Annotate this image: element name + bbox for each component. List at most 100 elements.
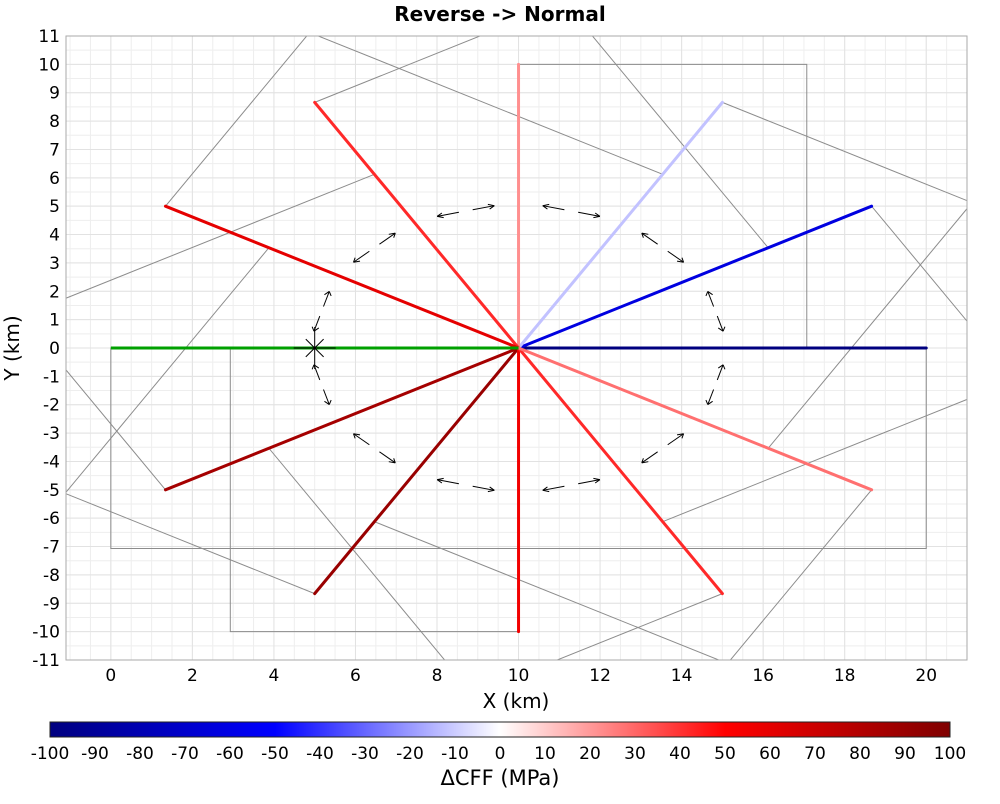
- slip-arrow-head: [594, 479, 601, 484]
- slip-arrow-head: [641, 232, 649, 235]
- colorbar-tick-label: -90: [81, 744, 109, 764]
- slip-arrow-head: [722, 326, 726, 332]
- fault-plane-outline: [517, 101, 967, 449]
- y-tick-label: -8: [43, 566, 60, 586]
- receiver-fault-trace: [163, 204, 521, 350]
- slip-arrow-head: [722, 364, 726, 370]
- receiver-fault-trace: [517, 346, 724, 596]
- slip-arrow: [353, 250, 370, 263]
- slip-arrow: [472, 485, 495, 491]
- y-tick-label: -1: [43, 367, 60, 387]
- x-axis-label: X (km): [483, 689, 550, 713]
- slip-arrow-head: [311, 326, 315, 332]
- slip-arrow-head: [594, 212, 601, 217]
- slip-arrow-head: [542, 205, 548, 210]
- fault-plane-outline: [313, 36, 769, 349]
- y-axis-label: Y (km): [0, 315, 24, 381]
- slip-arrows: [311, 203, 726, 493]
- colorbar-tick-label: -20: [396, 744, 424, 764]
- x-tick-label: 16: [752, 666, 774, 686]
- slip-arrow-head: [489, 486, 495, 491]
- slip-arrow: [707, 389, 715, 405]
- slip-arrow-head: [388, 461, 396, 464]
- colorbar-tick-label: 100: [934, 744, 966, 764]
- y-tick-label: 8: [49, 112, 60, 132]
- slip-arrow-head: [717, 364, 724, 369]
- slip-arrow-head: [707, 291, 713, 296]
- y-tick-label: -2: [43, 396, 60, 416]
- fault-plane-outline: [517, 205, 967, 523]
- fault-plane-outline: [66, 173, 520, 491]
- colorbar-tick-label: -30: [351, 744, 379, 764]
- receiver-fault-trace: [313, 100, 521, 350]
- slip-arrow-head: [487, 203, 495, 207]
- slip-arrow-head: [542, 486, 548, 491]
- colorbar-tick-label: 60: [759, 744, 781, 764]
- slip-arrow: [379, 451, 396, 464]
- slip-arrow-head: [437, 477, 444, 481]
- slip-arrow: [578, 211, 600, 217]
- colorbar-tick-label: -70: [171, 744, 199, 764]
- slip-arrow-head: [436, 479, 443, 484]
- y-tick-label: 10: [38, 55, 60, 75]
- fault-plane-outline: [66, 247, 520, 595]
- receiver-fault-trace: [517, 346, 874, 492]
- slip-arrow-head: [324, 400, 330, 405]
- fault-plane-outline: [373, 347, 873, 660]
- slip-arrow: [542, 485, 565, 491]
- y-tick-label: 6: [49, 169, 60, 189]
- y-tick-label: -11: [32, 651, 60, 671]
- chart-title: Reverse -> Normal: [394, 2, 605, 26]
- slip-arrow-head: [328, 399, 332, 405]
- slip-arrow-head: [641, 233, 644, 238]
- slip-arrow-head: [353, 433, 356, 439]
- fault-plane-outline: [164, 36, 664, 349]
- slip-arrow-head: [328, 291, 332, 297]
- colorbar-tick-label: 40: [669, 744, 691, 764]
- slip-arrow: [437, 479, 459, 485]
- y-tick-label: 2: [49, 282, 60, 302]
- slip-arrow-head: [676, 260, 684, 263]
- colorbar-tick-label: -80: [126, 744, 154, 764]
- slip-arrow: [667, 250, 684, 263]
- slip-arrow: [707, 291, 715, 307]
- y-tick-label: 11: [38, 27, 60, 47]
- slip-arrow-head: [542, 489, 550, 493]
- slip-arrow: [353, 433, 370, 446]
- colorbar-tick-labels: -100 -90 -80 -70 -60 -50 -40 -30 -20 -10 0 10 20 30 40…: [31, 744, 967, 764]
- y-tick-label: 1: [49, 311, 60, 331]
- receiver-fault-trace: [517, 204, 874, 350]
- slip-arrow-head: [353, 257, 356, 263]
- slip-arrow-head: [311, 364, 315, 370]
- x-tick-label: 10: [508, 666, 530, 686]
- y-tick-label: 0: [49, 339, 60, 359]
- colorbar-tick-label: 70: [804, 744, 826, 764]
- slip-arrow-head: [437, 215, 444, 219]
- colorbar-tick-label: -50: [261, 744, 289, 764]
- y-tick-label: 9: [49, 84, 60, 104]
- x-tick-label: 18: [834, 666, 856, 686]
- slip-arrow-head: [676, 433, 684, 436]
- x-tick-label: 2: [187, 666, 198, 686]
- y-tick-label: -3: [43, 424, 60, 444]
- colorbar: [49, 721, 951, 738]
- colorbar-tick-label: -60: [216, 744, 244, 764]
- slip-arrow-head: [487, 489, 495, 493]
- slip-arrow-head: [353, 260, 361, 263]
- x-tick-label: 4: [269, 666, 280, 686]
- slip-arrow: [641, 451, 658, 464]
- y-tick-label: -4: [43, 452, 60, 472]
- slip-arrow-head: [705, 291, 709, 297]
- x-tick-label: 12: [589, 666, 611, 686]
- colorbar-tick-label: 80: [849, 744, 871, 764]
- slip-arrow: [472, 205, 495, 211]
- slip-arrow-head: [542, 203, 550, 207]
- colorbar-tick-label: 50: [714, 744, 736, 764]
- slip-arrow: [437, 211, 459, 217]
- slip-arrow-head: [593, 477, 600, 481]
- colorbar-tick-label: 30: [624, 744, 646, 764]
- x-tick-labels: 0 2 4 6 8 10 12 14 16 18 20: [105, 666, 937, 686]
